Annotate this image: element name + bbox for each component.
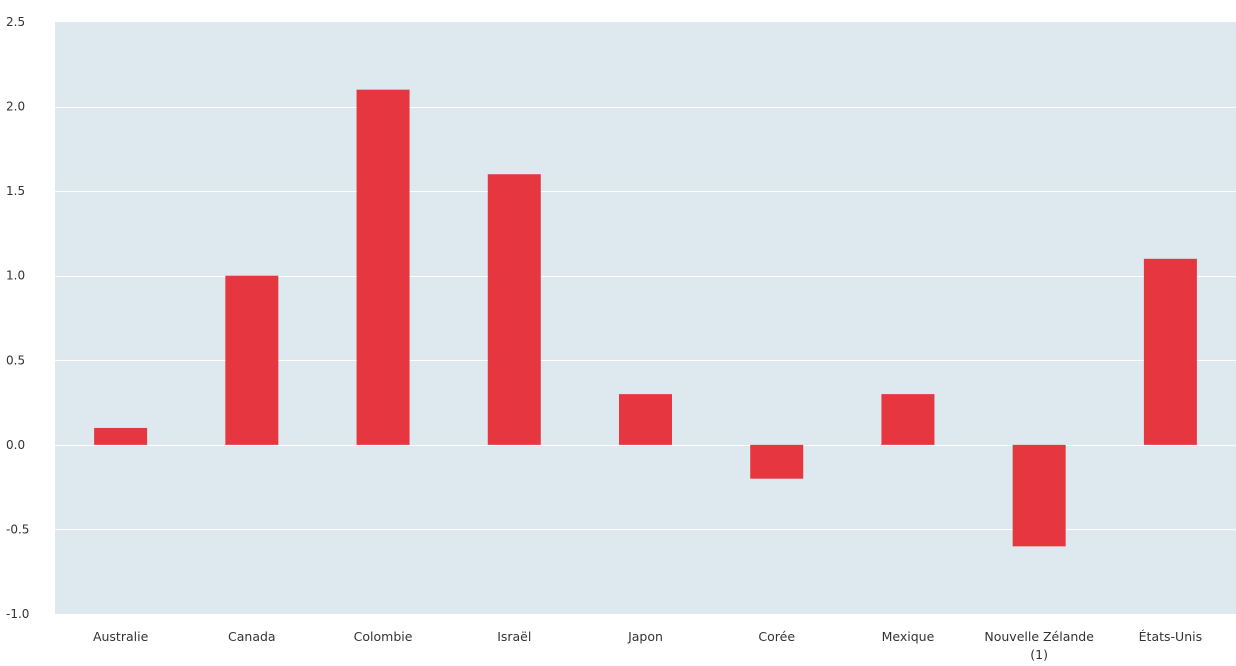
bar <box>94 427 148 445</box>
bars <box>94 89 1197 547</box>
bar <box>487 174 541 445</box>
y-tick-label: 1.0 <box>6 269 25 283</box>
y-tick-label: 0.5 <box>6 353 25 367</box>
y-tick-label: 2.0 <box>6 100 25 114</box>
y-tick-label: 2.5 <box>6 15 25 29</box>
category-label: Japon <box>627 629 663 644</box>
category-label: Mexique <box>882 629 935 644</box>
category-label: États-Unis <box>1139 629 1202 644</box>
category-label: Israël <box>497 629 531 644</box>
y-tick-label: 0.0 <box>6 438 25 452</box>
category-label: Colombie <box>354 629 413 644</box>
category-label: (1) <box>1030 647 1048 662</box>
y-axis-tick-labels: -1.0 -0.5 0.0 0.5 1.0 1.5 2.0 2.5 <box>6 15 29 621</box>
category-label: Nouvelle Zélande <box>984 629 1094 644</box>
bar <box>750 444 804 479</box>
category-label: Australie <box>93 629 149 644</box>
y-tick-label: 1.5 <box>6 184 25 198</box>
y-tick-label: -1.0 <box>6 607 29 621</box>
category-label: Corée <box>758 629 795 644</box>
x-axis-category-labels: Australie Canada Colombie Israël Japon Corée M… <box>93 629 1202 662</box>
category-label: Canada <box>228 629 276 644</box>
bar <box>356 89 410 445</box>
y-tick-label: -0.5 <box>6 522 29 536</box>
bar <box>225 275 279 445</box>
bar <box>1012 444 1066 547</box>
bar <box>619 394 672 445</box>
bar <box>1143 258 1197 445</box>
bar <box>881 394 935 445</box>
